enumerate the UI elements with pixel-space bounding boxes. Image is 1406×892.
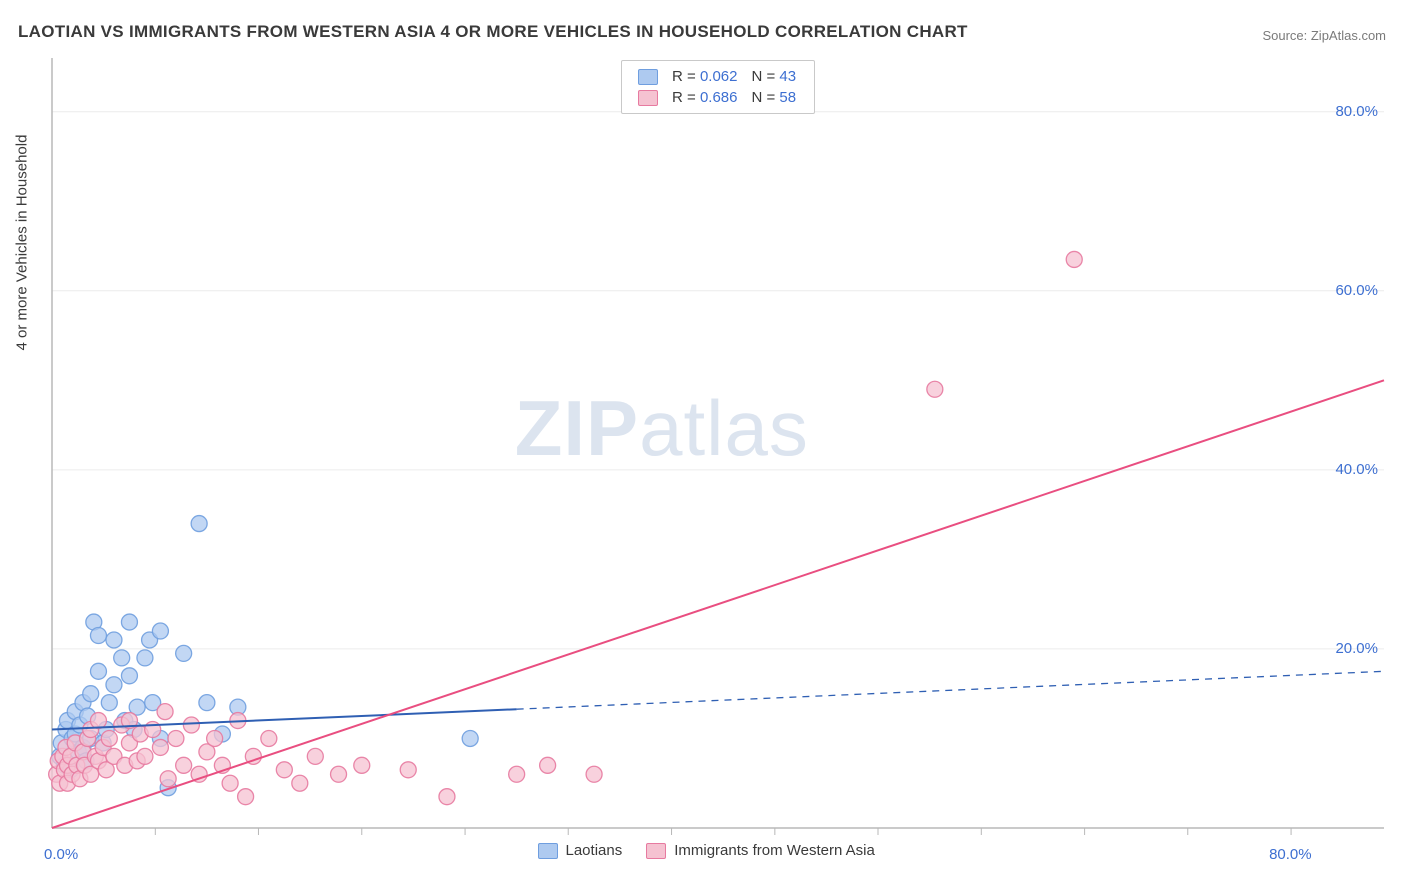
x-tick-label: 0.0% (44, 846, 78, 863)
legend-item: Immigrants from Western Asia (646, 842, 875, 859)
y-axis-label: 4 or more Vehicles in Household (14, 135, 31, 351)
legend-correlation-stats: R = 0.062N = 43 R = 0.686N = 58 (621, 60, 815, 114)
legend-item: Laotians (538, 842, 623, 859)
x-tick-label: 80.0% (1269, 846, 1312, 863)
chart-source: Source: ZipAtlas.com (1262, 28, 1386, 43)
y-tick-label: 20.0% (1335, 640, 1378, 657)
y-tick-label: 40.0% (1335, 461, 1378, 478)
legend-row: R = 0.686N = 58 (632, 88, 802, 107)
legend-series: Laotians Immigrants from Western Asia (538, 842, 899, 863)
legend-row: R = 0.062N = 43 (632, 67, 802, 86)
chart-title: LAOTIAN VS IMMIGRANTS FROM WESTERN ASIA … (18, 22, 968, 42)
y-tick-label: 80.0% (1335, 103, 1378, 120)
scatter-plot (52, 58, 1384, 828)
y-tick-label: 60.0% (1335, 282, 1378, 299)
